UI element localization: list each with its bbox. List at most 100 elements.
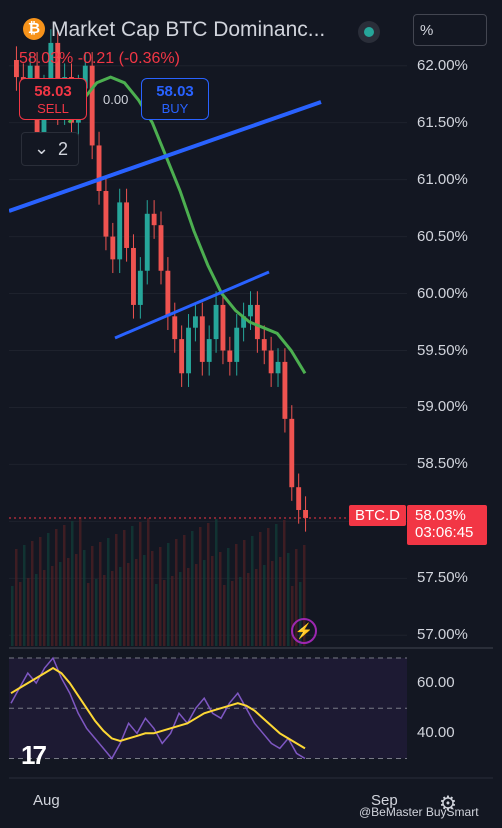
- indicators-toggle[interactable]: ⌄ 2: [21, 132, 79, 166]
- volume-bar: [47, 533, 50, 646]
- volume-bar: [263, 565, 266, 646]
- candle: [303, 509, 308, 518]
- candle: [261, 339, 267, 351]
- volume-bar: [107, 538, 110, 646]
- candle: [268, 350, 274, 374]
- volume-bar: [291, 586, 294, 646]
- candle: [131, 247, 136, 305]
- candle: [241, 316, 247, 328]
- volume-bar: [39, 537, 42, 646]
- candle: [275, 361, 281, 374]
- candle: [110, 236, 116, 260]
- volume-bar: [79, 517, 82, 646]
- candle: [117, 202, 123, 260]
- volume-bar: [67, 558, 70, 646]
- indicator-count: 2: [58, 139, 69, 159]
- candle: [282, 361, 288, 419]
- price-label: 62.00%: [417, 56, 468, 74]
- candle: [192, 316, 198, 328]
- candle: [254, 304, 260, 340]
- volume-bar: [83, 550, 86, 646]
- price-label: 57.50%: [417, 569, 468, 587]
- buy-button[interactable]: 58.03 BUY: [141, 78, 209, 120]
- volume-bar: [227, 548, 230, 646]
- symbol-title[interactable]: Market Cap BTC Dominanc...: [51, 18, 326, 41]
- candle: [165, 270, 171, 317]
- x-label-aug: Aug: [33, 792, 60, 809]
- volume-bar: [255, 569, 258, 646]
- candle: [82, 65, 88, 89]
- candle: [151, 213, 157, 226]
- volume-bar: [275, 524, 278, 646]
- volume-bar: [23, 545, 26, 646]
- volume-bar: [99, 542, 102, 646]
- volume-bar: [175, 539, 178, 646]
- price-change: 58.03% -0.21 (-0.36%): [19, 50, 180, 67]
- price-label: 59.50%: [417, 341, 468, 359]
- candle: [206, 339, 212, 362]
- volume-bar: [279, 557, 282, 646]
- candle: [137, 270, 143, 305]
- volume-bar: [71, 521, 74, 646]
- volume-bar: [287, 553, 290, 646]
- volume-bar: [127, 563, 130, 646]
- volume-bar: [123, 530, 126, 646]
- candle: [55, 42, 61, 112]
- chart-canvas[interactable]: [9, 8, 493, 820]
- moving-average-line: [67, 75, 307, 375]
- volume-bar: [27, 578, 30, 646]
- x-label-sep: Sep: [371, 792, 398, 809]
- candle-countdown: 03:06:45: [415, 524, 474, 541]
- volume-bar: [103, 575, 106, 646]
- volume-bar: [207, 523, 210, 646]
- volume-bar: [295, 549, 298, 646]
- candle: [227, 350, 233, 362]
- volume-bar: [259, 532, 262, 646]
- buy-price: 58.03: [156, 83, 194, 100]
- rsi-line: [10, 656, 306, 760]
- market-status-icon[interactable]: [358, 21, 380, 43]
- volume-bar: [191, 531, 194, 646]
- candle: [248, 304, 253, 317]
- price-label: 61.50%: [417, 113, 468, 131]
- volume-bar: [59, 562, 62, 646]
- candle: [199, 316, 205, 362]
- volume-bar: [187, 568, 190, 646]
- price-label: 58.50%: [417, 455, 468, 473]
- volume-bar: [303, 545, 306, 646]
- candle: [89, 65, 95, 146]
- watermark: @BeMaster BuySmart: [359, 805, 479, 819]
- volume-bar: [159, 547, 162, 646]
- candle: [14, 60, 19, 78]
- candle: [296, 487, 302, 510]
- lightning-icon[interactable]: ⚡: [291, 618, 317, 644]
- scale-mode-button[interactable]: %: [413, 14, 487, 46]
- candle: [179, 339, 185, 374]
- volume-bar: [219, 552, 222, 646]
- volume-bar: [55, 529, 58, 646]
- buy-label: BUY: [161, 101, 189, 116]
- price-label: 60.00%: [417, 284, 468, 302]
- volume-bar: [235, 544, 238, 646]
- volume-bar: [155, 584, 158, 646]
- rsi-label: 40.00: [417, 724, 455, 742]
- candle: [186, 327, 191, 374]
- volume-bar: [87, 583, 90, 646]
- volume-bar: [251, 536, 254, 646]
- sell-button[interactable]: 58.03 SELL: [19, 78, 87, 120]
- volume-bar: [199, 527, 202, 646]
- bitcoin-icon: ₿: [23, 18, 45, 40]
- candle: [158, 225, 164, 271]
- volume-bar: [167, 543, 170, 646]
- last-price: 58.03%: [415, 507, 466, 524]
- trendline-lower: [114, 270, 270, 340]
- spread-value: 0.00: [103, 92, 129, 107]
- volume-bar: [131, 526, 134, 646]
- volume-bar: [243, 540, 246, 646]
- chart-frame: ₿ Market Cap BTC Dominanc... % 58.03% -0…: [9, 8, 493, 820]
- rsi-label: 60.00: [417, 674, 455, 692]
- symbol-tag: BTC.D: [349, 505, 406, 526]
- volume-bar: [143, 555, 146, 646]
- tradingview-logo-icon: 17: [21, 740, 47, 770]
- gear-icon[interactable]: ⚙: [439, 793, 457, 815]
